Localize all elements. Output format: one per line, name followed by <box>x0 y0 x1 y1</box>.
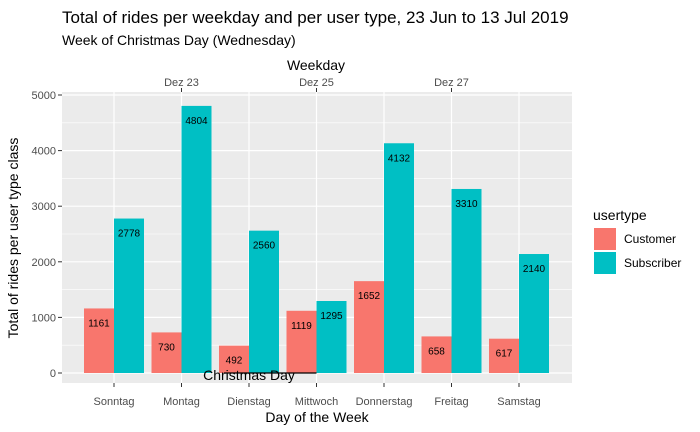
x-tick-label: Freitag <box>434 396 468 408</box>
bar-subscriber-mittwoch <box>316 300 347 373</box>
top-tick-label: Dez 25 <box>299 77 334 89</box>
bar-label: 1119 <box>291 321 312 332</box>
bar-subscriber-samstag <box>519 254 549 373</box>
bar-label: 658 <box>428 346 445 357</box>
bar-label: 2560 <box>253 241 276 252</box>
bar-customer-donnerstag <box>354 281 384 373</box>
x-axis-label: Day of the Week <box>265 409 369 425</box>
legend: usertype Customer Subscriber <box>593 207 681 274</box>
bar-subscriber-sonntag <box>114 218 144 373</box>
bar-subscriber-montag <box>181 105 212 374</box>
bar-label: 1295 <box>320 311 343 322</box>
legend-label-subscriber: Subscriber <box>624 256 681 270</box>
y-tick-label: 4000 <box>32 146 56 158</box>
x-tick-label: Mittwoch <box>295 396 338 408</box>
y-tick-label: 0 <box>50 368 56 380</box>
chart-title: Total of rides per weekday and per user … <box>62 8 569 27</box>
bar-label: 1161 <box>88 318 110 329</box>
top-axis-label: Weekday <box>287 57 345 73</box>
y-tick-label: 2000 <box>32 257 56 269</box>
bar-label: 4804 <box>185 116 208 127</box>
bar-customer-montag <box>151 332 182 373</box>
y-axis-ticks: 0 1000 2000 3000 4000 5000 <box>32 90 62 380</box>
bar-customer-sonntag <box>84 308 114 373</box>
bar-customer-freitag <box>421 336 452 373</box>
bar-label: 617 <box>496 349 513 360</box>
legend-title: usertype <box>593 207 647 223</box>
bar-label: 2778 <box>118 229 141 240</box>
legend-swatch-subscriber <box>594 252 616 274</box>
y-tick-label: 1000 <box>32 312 56 324</box>
bar-label: 2140 <box>523 264 546 275</box>
legend-swatch-customer <box>594 228 616 250</box>
y-tick-label: 3000 <box>32 201 56 213</box>
chart-subtitle: Week of Christmas Day (Wednesday) <box>62 32 296 48</box>
top-tick-label: Dez 23 <box>164 77 199 89</box>
bar-subscriber-donnerstag <box>384 143 414 373</box>
bar-subscriber-freitag <box>451 188 482 373</box>
x-axis-ticks: Sonntag Montag Dienstag Mittwoch Donnerstag F… <box>94 383 541 408</box>
legend-label-customer: Customer <box>624 232 676 246</box>
bar-customer-samstag <box>489 338 519 373</box>
x-tick-label: Sonntag <box>94 396 135 408</box>
bar-subscriber-dienstag <box>249 230 279 373</box>
bar-label: 4132 <box>388 153 411 164</box>
bar-label: 3310 <box>455 199 478 210</box>
bar-label: 730 <box>158 342 175 353</box>
bar-label: 1652 <box>358 291 381 302</box>
bars <box>84 105 549 374</box>
christmas-annotation: Christmas Day <box>203 367 317 383</box>
x-tick-label: Dienstag <box>227 396 270 408</box>
bar-labels: 1161 2778 730 4804 492 2560 1119 1295 1652 4132 65… <box>88 116 545 367</box>
bar-customer-dienstag <box>219 345 249 373</box>
top-tick-label: Dez 27 <box>434 77 469 89</box>
top-axis-ticks: Dez 23 Dez 25 Dez 27 <box>164 77 469 92</box>
y-axis-label: Total of rides per user type class <box>5 138 21 339</box>
annotation-text: Christmas Day <box>203 367 295 383</box>
x-tick-label: Montag <box>163 396 200 408</box>
x-tick-label: Samstag <box>497 396 540 408</box>
y-tick-label: 5000 <box>32 90 56 102</box>
bar-customer-mittwoch <box>286 310 317 373</box>
x-tick-label: Donnerstag <box>356 396 413 408</box>
bar-label: 492 <box>226 356 243 367</box>
